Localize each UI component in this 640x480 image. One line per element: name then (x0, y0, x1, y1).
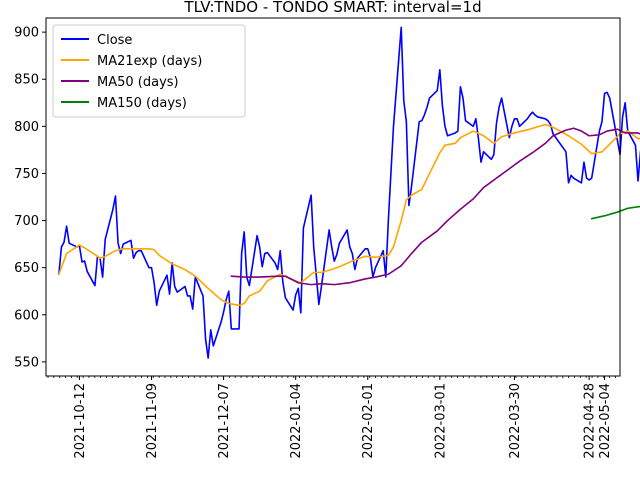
chart-title: TLV:TNDO - TONDO SMART: interval=1d (183, 0, 481, 16)
legend-box (52, 24, 246, 118)
x-tick-label: 2021-12-07 (217, 383, 232, 459)
legend: Close MA21exp (days) MA50 (days) MA150 (day… (52, 24, 246, 118)
x-axis: 2021-10-12 2021-11-09 2021-12-07 2022-01-04… (47, 376, 616, 459)
series-line-close (58, 26, 640, 359)
y-tick-label: 650 (14, 261, 39, 276)
y-axis: 550 600 650 700 750 800 850 900 (14, 26, 46, 370)
x-tick-label: 2022-03-01 (433, 383, 448, 459)
series-line-ma150-days (590, 205, 640, 220)
y-tick-label: 550 (14, 355, 39, 370)
legend-label: Close (97, 33, 132, 48)
x-tick-label: 2022-05-04 (598, 383, 613, 459)
y-tick-label: 800 (14, 120, 39, 135)
y-tick-label: 900 (14, 26, 39, 41)
legend-label: MA150 (days) (97, 96, 187, 111)
y-tick-label: 850 (14, 73, 39, 88)
x-tick-label: 2022-03-30 (508, 383, 523, 459)
x-tick-label: 2021-11-09 (145, 383, 160, 459)
x-tick-label: 2022-04-28 (583, 383, 598, 459)
y-tick-label: 700 (14, 214, 39, 229)
x-tick-label: 2022-01-04 (289, 383, 304, 459)
x-tick-label: 2022-02-01 (361, 383, 376, 459)
y-tick-label: 600 (14, 308, 39, 323)
plot-frame (45, 17, 621, 377)
legend-label: MA50 (days) (97, 75, 179, 90)
legend-label: MA21exp (days) (97, 54, 202, 69)
series-line-ma21exp-days (58, 123, 640, 307)
y-tick-label: 750 (14, 167, 39, 182)
x-tick-label: 2021-10-12 (73, 383, 88, 459)
